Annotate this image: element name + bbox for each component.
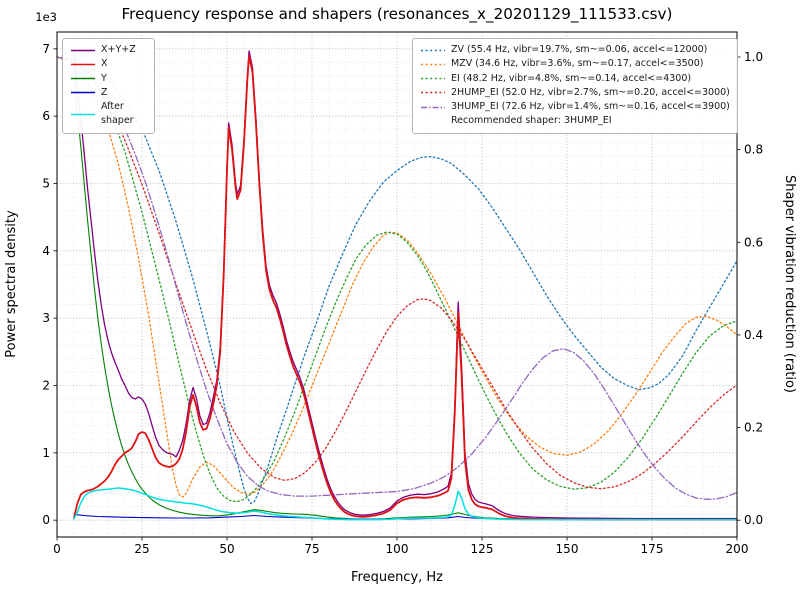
legend-label-ei: EI (48.2 Hz, vibr=4.8%, sm~=0.14, accel<…	[451, 72, 692, 84]
y-right-tick-label-0-2: 0.2	[744, 421, 763, 435]
series-y	[73, 81, 737, 521]
after-shaper-line-sample	[71, 113, 95, 116]
y-left-tick-label-7: 7	[42, 42, 50, 56]
y-right-tick-label-1-0: 1.0	[744, 50, 763, 64]
legend-item-3hump-ei: 3HUMP_EI (72.6 Hz, vibr=1.4%, sm~=0.16, …	[420, 100, 730, 114]
x-tick-label-175: 175	[641, 542, 664, 556]
y-axis-label-right: Shaper vibration reduction (ratio)	[782, 175, 797, 393]
y-right-tick-label-0-4: 0.4	[744, 328, 763, 342]
y-left-tick-label-5: 5	[42, 177, 50, 191]
legend-item-x-y-z: X+Y+Z	[70, 43, 147, 57]
x-tick-label-125: 125	[471, 542, 494, 556]
y-right-tick-label-0-6: 0.6	[744, 235, 763, 249]
legend-item-2hump-ei: 2HUMP_EI (52.0 Hz, vibr=2.7%, sm~=0.20, …	[420, 86, 730, 100]
y-axis-label-left: Power spectral density	[4, 210, 19, 358]
x-tick-label-75: 75	[304, 542, 319, 556]
x-tick-label-200: 200	[726, 542, 749, 556]
x-y-z-line-sample	[71, 49, 95, 51]
3hump-ei-line-sample	[421, 106, 445, 108]
y-left-tick-label-4: 4	[42, 244, 50, 258]
legend-label-x: X	[101, 58, 108, 70]
y-left-tick-label-3: 3	[42, 311, 50, 325]
legend-item-x: X	[70, 57, 147, 71]
chart-title: Frequency response and shapers (resonanc…	[122, 5, 673, 24]
series-zv	[57, 56, 737, 505]
recommended-shaper-note: Recommended shaper: 3HUMP_EI	[451, 115, 612, 127]
zv-line-sample	[421, 49, 445, 51]
legend-label-x-y-z: X+Y+Z	[101, 44, 136, 55]
legend-item-mzv: MZV (34.6 Hz, vibr=3.6%, sm~=0.17, accel…	[420, 57, 730, 71]
y-right-tick-label-0-8: 0.8	[744, 143, 763, 157]
x-tick-label-0: 0	[53, 542, 61, 556]
legend-item-ei: EI (48.2 Hz, vibr=4.8%, sm~=0.14, accel<…	[420, 72, 730, 86]
legend-psd: X+Y+Z X Y Z After shaper	[62, 38, 155, 134]
x-tick-label-25: 25	[134, 542, 149, 556]
legend-item-y: Y	[70, 72, 147, 86]
y-left-tick-label-2: 2	[42, 379, 50, 393]
2hump-ei-line-sample	[421, 92, 445, 94]
ei-line-sample	[421, 77, 445, 80]
series-3hump-ei	[57, 56, 737, 500]
series-x	[73, 54, 737, 521]
series-after-shaper	[73, 487, 737, 521]
legend-item-z: Z	[70, 86, 147, 100]
legend-label-after-shaper: After shaper	[101, 101, 134, 127]
x-axis-label: Frequency, Hz	[351, 570, 443, 585]
axis-ticks: 0 25 50 75 100 125 150 175 200 0 1 2 3 4 5 6 7 0.0 0.2 0.4 0…	[42, 42, 763, 556]
y-axis-offset-label: 1e3	[35, 10, 57, 24]
y-left-tick-label-6: 6	[42, 109, 50, 123]
legend-label-3hump-ei: 3HUMP_EI (72.6 Hz, vibr=1.4%, sm~=0.16, …	[451, 101, 730, 112]
legend-label-y: Y	[101, 72, 107, 84]
legend-label-mzv: MZV (34.6 Hz, vibr=3.6%, sm~=0.17, accel…	[451, 58, 704, 70]
legend-label-2hump-ei: 2HUMP_EI (52.0 Hz, vibr=2.7%, sm~=0.20, …	[451, 86, 730, 98]
legend-item-after-shaper: After shaper	[70, 100, 147, 129]
legend-label-z: Z	[101, 86, 108, 98]
series-ei	[57, 56, 737, 503]
y-right-tick-label-0-0: 0.0	[744, 513, 763, 527]
y-line-sample	[71, 77, 95, 80]
series-2hump-ei	[57, 56, 737, 490]
legend-label-zv: ZV (55.4 Hz, vibr=19.7%, sm~=0.06, accel…	[451, 44, 708, 55]
y-left-tick-label-0: 0	[42, 513, 50, 527]
z-line-sample	[71, 92, 95, 94]
mzv-line-sample	[421, 63, 445, 66]
x-tick-label-100: 100	[386, 542, 409, 556]
x-tick-label-150: 150	[556, 542, 579, 556]
legend-item-zv: ZV (55.4 Hz, vibr=19.7%, sm~=0.06, accel…	[420, 43, 730, 57]
x-line-sample	[71, 63, 95, 66]
legend-shapers: ZV (55.4 Hz, vibr=19.7%, sm~=0.06, accel…	[412, 38, 738, 134]
series-group	[57, 50, 737, 521]
y-left-tick-label-1: 1	[42, 446, 50, 460]
x-tick-label-50: 50	[219, 542, 234, 556]
